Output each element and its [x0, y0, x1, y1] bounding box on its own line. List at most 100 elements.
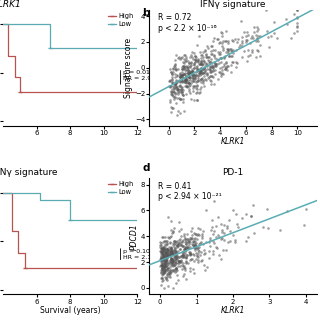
Point — [165, 249, 171, 254]
Point — [215, 214, 220, 219]
Point — [172, 269, 177, 274]
Point — [188, 250, 193, 255]
Point — [167, 272, 172, 277]
Point — [216, 234, 221, 239]
Point — [180, 72, 185, 77]
Point — [161, 259, 166, 264]
Point — [198, 66, 204, 71]
Point — [164, 243, 169, 248]
Point — [202, 247, 207, 252]
Point — [210, 65, 215, 70]
Point — [164, 266, 170, 271]
Point — [171, 67, 176, 72]
Point — [208, 70, 213, 75]
Point — [167, 79, 172, 84]
Point — [158, 255, 163, 260]
Point — [164, 250, 169, 255]
Point — [160, 266, 165, 271]
Point — [206, 46, 211, 51]
Point — [173, 77, 179, 83]
Point — [203, 71, 208, 76]
Point — [191, 245, 196, 250]
Point — [170, 255, 175, 260]
Point — [174, 266, 179, 271]
Point — [160, 254, 165, 259]
Point — [250, 35, 255, 40]
Point — [169, 262, 174, 267]
Point — [224, 65, 229, 70]
Point — [196, 251, 201, 256]
Point — [201, 59, 206, 64]
Point — [164, 258, 169, 263]
Point — [186, 81, 191, 86]
Point — [194, 83, 199, 88]
Point — [211, 64, 216, 69]
Point — [191, 65, 196, 70]
Point — [180, 252, 185, 257]
Point — [228, 46, 233, 52]
Point — [160, 257, 165, 262]
Point — [195, 76, 200, 81]
Point — [184, 84, 189, 89]
Point — [172, 81, 177, 86]
Point — [228, 48, 233, 53]
Point — [191, 78, 196, 83]
Point — [178, 241, 183, 246]
Point — [196, 245, 201, 251]
Point — [175, 108, 180, 113]
Point — [188, 236, 194, 241]
Point — [195, 42, 200, 47]
Point — [160, 253, 165, 259]
Point — [179, 73, 184, 78]
Point — [160, 257, 165, 262]
Point — [191, 258, 196, 263]
Point — [177, 73, 182, 78]
Point — [228, 46, 233, 52]
Point — [204, 52, 209, 57]
Point — [174, 266, 179, 271]
Point — [180, 252, 185, 258]
Point — [164, 277, 170, 282]
Point — [193, 60, 198, 65]
Point — [161, 255, 166, 260]
Point — [204, 72, 209, 77]
Point — [171, 83, 176, 88]
Point — [207, 63, 212, 68]
X-axis label: Survival (years): Survival (years) — [40, 306, 100, 315]
Point — [201, 79, 206, 84]
Point — [168, 252, 173, 257]
Point — [175, 72, 180, 77]
Point — [219, 56, 224, 61]
Point — [170, 249, 175, 254]
Point — [159, 263, 164, 268]
Point — [191, 270, 196, 276]
Point — [207, 70, 212, 75]
Point — [188, 250, 193, 255]
Point — [170, 106, 175, 111]
Point — [168, 256, 173, 261]
Point — [208, 52, 213, 57]
Text: IFNγ signature: IFNγ signature — [0, 168, 58, 177]
Point — [192, 243, 197, 248]
Point — [233, 211, 238, 216]
Point — [199, 236, 204, 241]
Point — [252, 25, 257, 30]
Point — [192, 53, 197, 58]
Point — [193, 64, 198, 69]
Point — [234, 60, 239, 65]
Point — [222, 39, 227, 44]
Point — [175, 263, 180, 268]
Point — [219, 257, 224, 262]
Point — [240, 55, 245, 60]
Point — [168, 251, 173, 256]
Point — [163, 234, 168, 239]
Point — [187, 70, 192, 75]
Point — [205, 44, 210, 49]
Point — [188, 63, 193, 68]
Point — [191, 244, 196, 249]
Point — [171, 253, 176, 259]
Point — [193, 91, 198, 96]
Point — [173, 100, 178, 105]
Point — [174, 84, 180, 89]
Point — [190, 68, 196, 74]
